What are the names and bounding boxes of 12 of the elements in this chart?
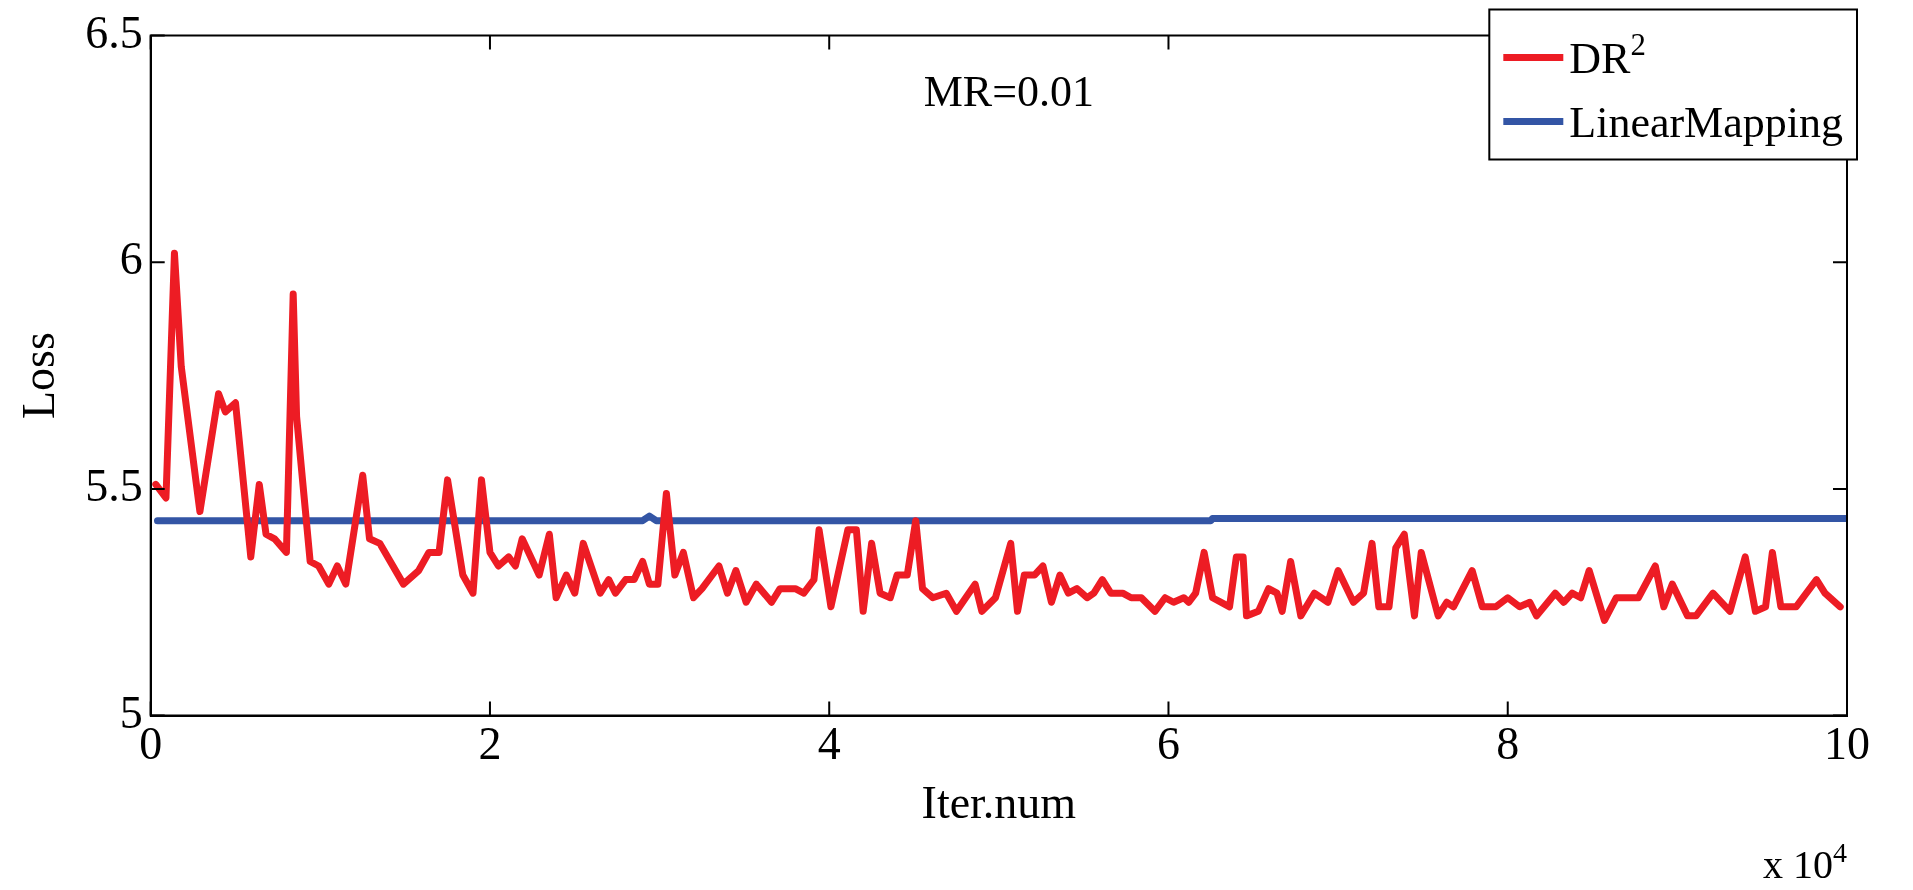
x-tick-label: 6 (1156, 718, 1180, 770)
y-tick-label: 6.5 (85, 6, 143, 58)
y-axis-title: Loss (12, 332, 64, 420)
x-tick-label: 8 (1496, 718, 1520, 770)
x-tick-label: 10 (1824, 718, 1870, 770)
y-tick-label: 5.5 (85, 460, 143, 512)
text: MR=0.01 (923, 66, 1094, 116)
legend-label: LinearMapping (1569, 97, 1844, 147)
x-axis-title: Iter.num (921, 777, 1077, 829)
x-tick-label: 2 (478, 718, 502, 770)
x-tick-label: 4 (817, 718, 841, 770)
y-tick-label: 6 (119, 233, 143, 285)
